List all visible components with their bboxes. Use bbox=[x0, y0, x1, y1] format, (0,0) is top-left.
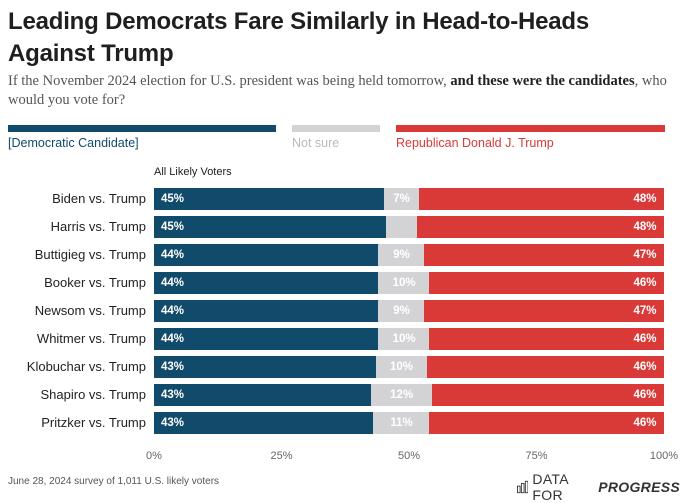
category-label: Shapiro vs. Trump bbox=[40, 387, 147, 402]
category-label: Pritzker vs. Trump bbox=[41, 415, 146, 430]
bar-segment-democratic: 43% bbox=[154, 384, 372, 406]
x-tick-label: 100% bbox=[649, 450, 679, 462]
bar-segment-not-sure: 9% bbox=[378, 244, 425, 266]
category-label: Whitmer vs. Trump bbox=[36, 331, 146, 346]
subtitle-text-start: If the November 2024 election for U.S. p… bbox=[8, 73, 451, 89]
bar-segment-republican: 48% bbox=[419, 188, 665, 210]
x-tick-label: 0% bbox=[146, 450, 162, 462]
bar-segment-not-sure: 12% bbox=[371, 384, 433, 406]
bar-segment-republican: 46% bbox=[431, 384, 665, 406]
bar-segment-republican: 46% bbox=[427, 356, 665, 378]
x-tick-label: 75% bbox=[525, 450, 548, 462]
bar-segment-not-sure: 10% bbox=[378, 328, 430, 350]
bar-segment-not-sure: 7% bbox=[383, 188, 420, 210]
bar-segment-republican: 46% bbox=[429, 412, 665, 434]
group-label: All Likely Voters bbox=[154, 166, 232, 178]
bar-segment-not-sure: 10% bbox=[378, 272, 430, 294]
bar-row: Booker vs. Trump 44% 10% 46% bbox=[0, 272, 680, 294]
brand-bold-text: PROGRESS bbox=[598, 479, 680, 495]
bar-segment-not-sure: 9% bbox=[378, 300, 425, 322]
legend-label-republican: Republican Donald J. Trump bbox=[396, 136, 554, 150]
x-tick-label: 50% bbox=[397, 450, 421, 462]
chart-title: Leading Democrats Fare Similarly in Head… bbox=[8, 8, 590, 67]
legend-swatch-democratic bbox=[8, 125, 276, 132]
bar-row: Buttigieg vs. Trump 44% 9% 47% bbox=[0, 244, 680, 266]
bar-segment-democratic: 44% bbox=[154, 244, 379, 266]
subtitle-text-bold: and these were the candidates bbox=[450, 73, 635, 89]
bar-segment-republican: 46% bbox=[429, 328, 665, 350]
category-label: Newsom vs. Trump bbox=[34, 303, 146, 318]
category-label: Buttigieg vs. Trump bbox=[34, 247, 146, 262]
subtitle-text-end: , who would you vote for? bbox=[8, 73, 667, 108]
bar-row: Newsom vs. Trump 44% 9% 47% bbox=[0, 300, 680, 322]
bar-row: Shapiro vs. Trump 43% 12% 46% bbox=[0, 384, 680, 406]
bar-row: Whitmer vs. Trump 44% 10% 46% bbox=[0, 328, 680, 350]
bar-segment-democratic: 44% bbox=[154, 328, 379, 350]
bar-segment-republican: 47% bbox=[424, 300, 665, 322]
bar-row: Biden vs. Trump 45% 7% 48% bbox=[0, 188, 680, 210]
bar-chart-icon bbox=[517, 480, 529, 494]
bar-segment-democratic: 43% bbox=[154, 412, 374, 434]
bar-row: Klobuchar vs. Trump 43% 10% 46% bbox=[0, 356, 680, 378]
bar-segment-not-sure bbox=[385, 216, 418, 238]
bar-row: Harris vs. Trump 45% 48% bbox=[0, 216, 680, 238]
bar-segment-democratic: 44% bbox=[154, 272, 379, 294]
bar-segment-democratic: 44% bbox=[154, 300, 379, 322]
legend-label-not-sure: Not sure bbox=[292, 136, 340, 150]
bar-row: Pritzker vs. Trump 43% 11% 46% bbox=[0, 412, 680, 434]
legend-label-democratic: [Democratic Candidate] bbox=[8, 136, 139, 150]
legend-swatch-not-sure bbox=[292, 125, 380, 132]
category-label: Klobuchar vs. Trump bbox=[26, 359, 146, 374]
bar-segment-republican: 48% bbox=[416, 216, 665, 238]
bar-segment-democratic: 45% bbox=[154, 188, 384, 210]
category-label: Biden vs. Trump bbox=[52, 191, 146, 206]
category-label: Booker vs. Trump bbox=[44, 275, 146, 290]
x-tick-label: 25% bbox=[270, 450, 293, 462]
bar-segment-not-sure: 10% bbox=[375, 356, 428, 378]
bar-segment-democratic: 43% bbox=[154, 356, 376, 378]
bar-segment-republican: 47% bbox=[424, 244, 665, 266]
source-footnote: June 28, 2024 survey of 1,011 U.S. likel… bbox=[8, 476, 220, 487]
brand-light-text: DATA FOR bbox=[532, 471, 569, 503]
bar-segment-republican: 46% bbox=[429, 272, 665, 294]
bar-segment-democratic: 45% bbox=[154, 216, 387, 238]
chart-subtitle: If the November 2024 election for U.S. p… bbox=[8, 72, 672, 110]
category-label: Harris vs. Trump bbox=[50, 219, 146, 234]
bar-segment-not-sure: 11% bbox=[373, 412, 430, 434]
brand-logo: DATA FOR PROGRESS bbox=[517, 471, 680, 503]
legend-swatch-republican bbox=[396, 125, 665, 132]
